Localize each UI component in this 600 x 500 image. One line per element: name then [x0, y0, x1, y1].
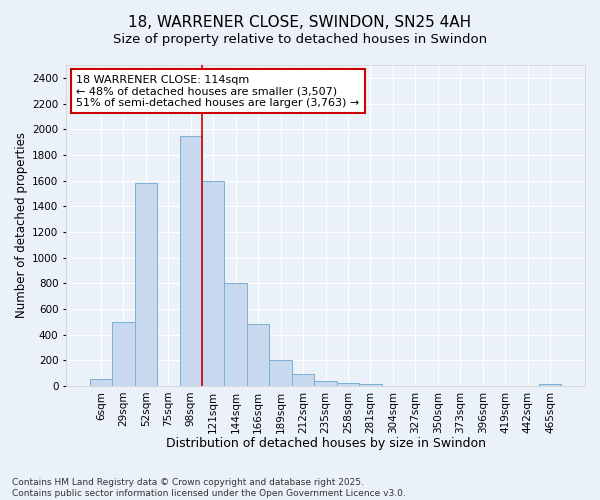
Bar	[539, 384, 562, 386]
Bar	[202, 180, 224, 386]
Bar	[224, 283, 247, 386]
Bar	[314, 382, 337, 386]
Text: 18 WARRENER CLOSE: 114sqm
← 48% of detached houses are smaller (3,507)
51% of se: 18 WARRENER CLOSE: 114sqm ← 48% of detac…	[76, 74, 359, 108]
Bar	[292, 374, 314, 386]
Text: Size of property relative to detached houses in Swindon: Size of property relative to detached ho…	[113, 32, 487, 46]
Bar	[247, 324, 269, 386]
Bar	[359, 384, 382, 386]
Bar	[179, 136, 202, 386]
Text: Contains HM Land Registry data © Crown copyright and database right 2025.
Contai: Contains HM Land Registry data © Crown c…	[12, 478, 406, 498]
Bar	[269, 360, 292, 386]
Bar	[89, 380, 112, 386]
Bar	[112, 322, 134, 386]
X-axis label: Distribution of detached houses by size in Swindon: Distribution of detached houses by size …	[166, 437, 485, 450]
Y-axis label: Number of detached properties: Number of detached properties	[15, 132, 28, 318]
Bar	[134, 183, 157, 386]
Bar	[337, 384, 359, 386]
Text: 18, WARRENER CLOSE, SWINDON, SN25 4AH: 18, WARRENER CLOSE, SWINDON, SN25 4AH	[128, 15, 472, 30]
